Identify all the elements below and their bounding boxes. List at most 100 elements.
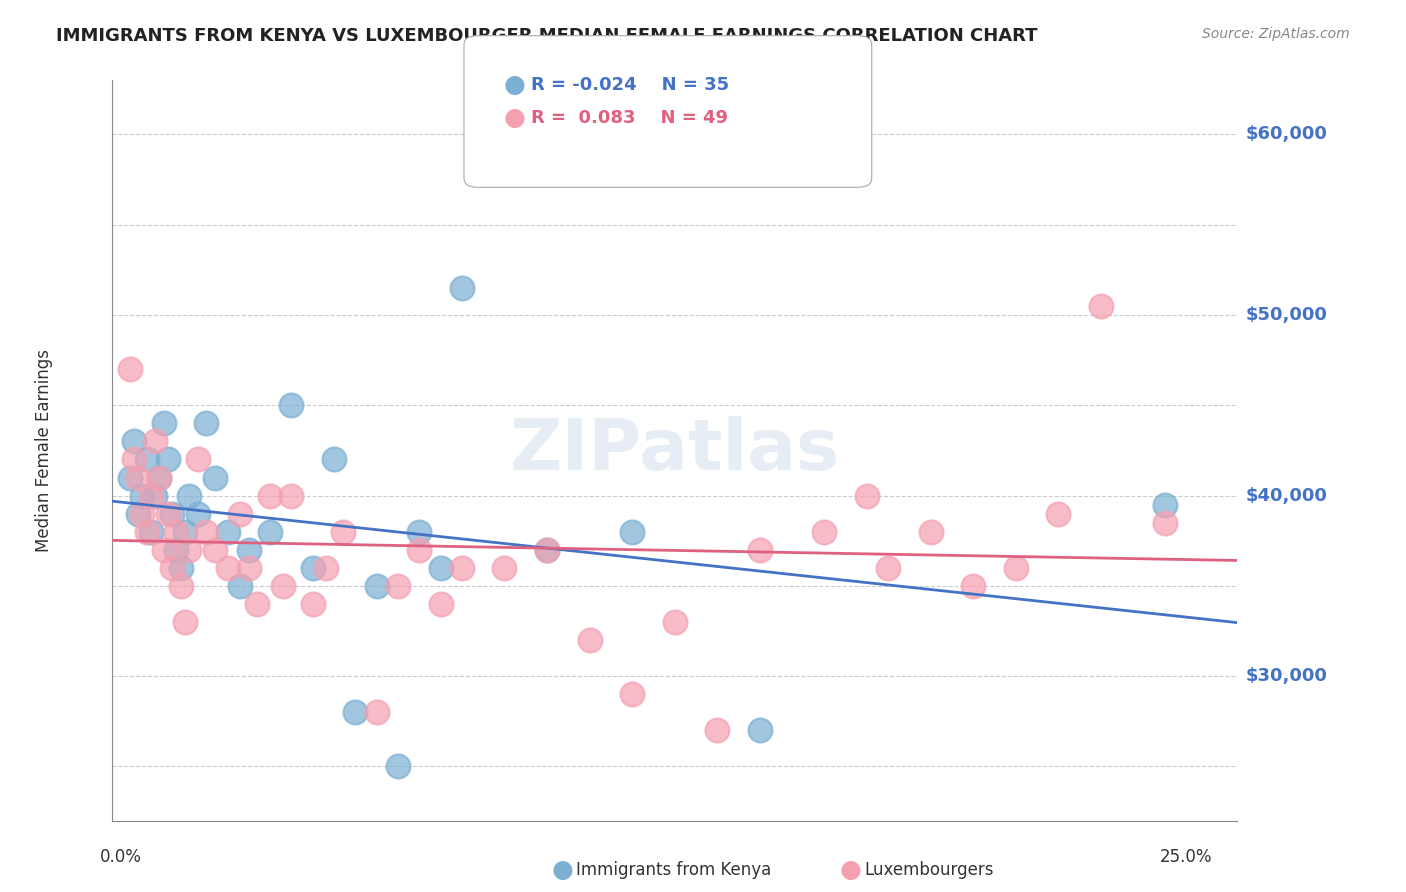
Point xyxy=(165,542,187,557)
Point xyxy=(536,542,558,557)
Point xyxy=(122,434,145,449)
Text: ●: ● xyxy=(551,858,574,881)
Text: ZIPatlas: ZIPatlas xyxy=(510,416,839,485)
Point xyxy=(195,417,218,431)
Point xyxy=(664,615,686,629)
Point xyxy=(195,524,218,539)
Point xyxy=(408,524,430,539)
Point xyxy=(408,542,430,557)
Point xyxy=(450,561,472,575)
Point xyxy=(387,759,409,773)
Point xyxy=(387,579,409,593)
Point xyxy=(187,452,209,467)
Point xyxy=(160,507,183,521)
Point xyxy=(179,542,201,557)
Point xyxy=(160,561,183,575)
Point xyxy=(429,561,451,575)
Point xyxy=(152,542,174,557)
Point xyxy=(536,542,558,557)
Point xyxy=(122,452,145,467)
Text: ●: ● xyxy=(839,858,862,881)
Text: Median Female Earnings: Median Female Earnings xyxy=(35,349,53,552)
Text: 25.0%: 25.0% xyxy=(1160,847,1212,866)
Point xyxy=(344,706,367,720)
Point xyxy=(174,615,197,629)
Point xyxy=(962,579,984,593)
Point xyxy=(429,597,451,611)
Point xyxy=(366,706,388,720)
Point xyxy=(148,470,170,484)
Point xyxy=(813,524,835,539)
Text: $50,000: $50,000 xyxy=(1246,306,1327,324)
Point xyxy=(179,489,201,503)
Point xyxy=(238,561,260,575)
Point xyxy=(143,434,166,449)
Text: IMMIGRANTS FROM KENYA VS LUXEMBOURGER MEDIAN FEMALE EARNINGS CORRELATION CHART: IMMIGRANTS FROM KENYA VS LUXEMBOURGER ME… xyxy=(56,27,1038,45)
Point xyxy=(204,470,226,484)
Text: ●: ● xyxy=(503,73,526,96)
Point xyxy=(259,524,281,539)
Point xyxy=(118,362,141,376)
Point xyxy=(238,542,260,557)
Point xyxy=(323,452,346,467)
Point xyxy=(332,524,354,539)
Point xyxy=(877,561,900,575)
Point xyxy=(139,489,162,503)
Point xyxy=(131,489,153,503)
Point xyxy=(301,561,323,575)
Point xyxy=(229,579,252,593)
Point xyxy=(156,507,179,521)
Point xyxy=(139,524,162,539)
Point xyxy=(169,561,191,575)
Point xyxy=(156,452,179,467)
Text: $40,000: $40,000 xyxy=(1246,487,1327,505)
Point xyxy=(1153,516,1175,530)
Point xyxy=(621,524,644,539)
Point xyxy=(1153,498,1175,512)
Point xyxy=(920,524,942,539)
Point xyxy=(1004,561,1026,575)
Point xyxy=(749,723,772,738)
Text: $30,000: $30,000 xyxy=(1246,667,1327,685)
Point xyxy=(1090,299,1112,313)
Point xyxy=(118,470,141,484)
Point xyxy=(494,561,516,575)
Point xyxy=(855,489,877,503)
Point xyxy=(366,579,388,593)
Text: R = -0.024    N = 35: R = -0.024 N = 35 xyxy=(531,76,730,94)
Point xyxy=(187,507,209,521)
Point xyxy=(174,524,197,539)
Point xyxy=(204,542,226,557)
Point xyxy=(152,417,174,431)
Text: Immigrants from Kenya: Immigrants from Kenya xyxy=(576,861,772,879)
Text: Source: ZipAtlas.com: Source: ZipAtlas.com xyxy=(1202,27,1350,41)
Point xyxy=(450,281,472,295)
Point xyxy=(246,597,269,611)
Point xyxy=(217,561,239,575)
Point xyxy=(749,542,772,557)
Point xyxy=(143,489,166,503)
Text: Luxembourgers: Luxembourgers xyxy=(865,861,994,879)
Point xyxy=(315,561,337,575)
Point xyxy=(280,489,302,503)
Point xyxy=(1047,507,1070,521)
Text: R =  0.083    N = 49: R = 0.083 N = 49 xyxy=(531,109,728,127)
Point xyxy=(169,579,191,593)
Point xyxy=(127,507,149,521)
Point xyxy=(271,579,294,593)
Point xyxy=(217,524,239,539)
Point xyxy=(706,723,728,738)
Point xyxy=(135,452,157,467)
Point xyxy=(165,524,187,539)
Point xyxy=(229,507,252,521)
Text: $60,000: $60,000 xyxy=(1246,126,1327,144)
Text: 0.0%: 0.0% xyxy=(100,847,142,866)
Point xyxy=(578,633,600,648)
Point xyxy=(131,507,153,521)
Point xyxy=(259,489,281,503)
Point xyxy=(301,597,323,611)
Point xyxy=(135,524,157,539)
Text: ●: ● xyxy=(503,106,526,129)
Point xyxy=(280,398,302,412)
Point xyxy=(127,470,149,484)
